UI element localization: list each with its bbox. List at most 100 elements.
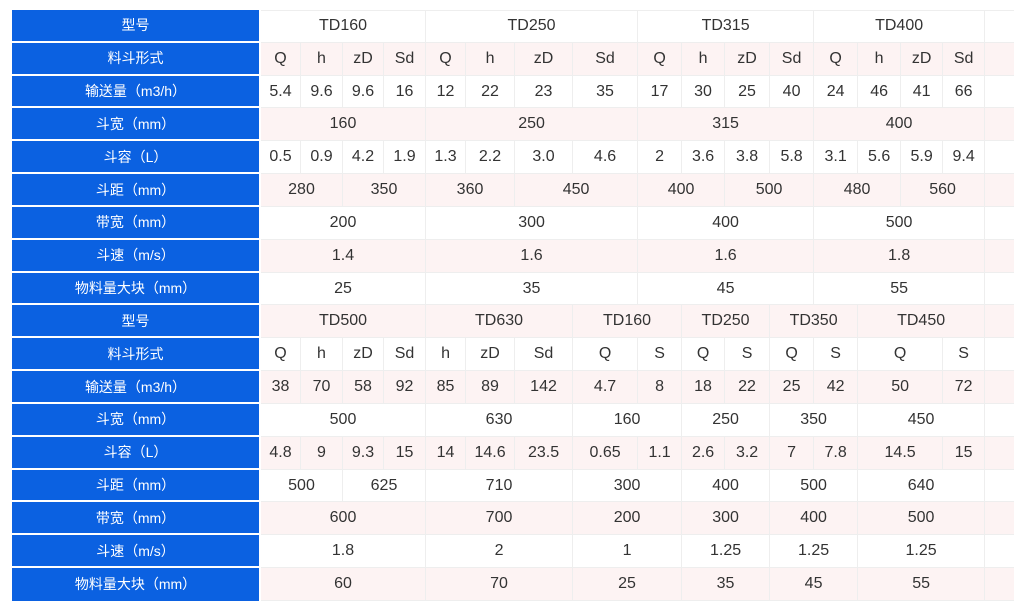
data-cell: 1.1 bbox=[638, 436, 683, 470]
data-cell: h bbox=[426, 338, 467, 372]
data-cell: zD bbox=[901, 42, 944, 76]
table-row: 物料量大块（mm） 25 35 45 55 bbox=[12, 272, 1014, 306]
data-cell: 4.8 bbox=[261, 436, 301, 470]
data-cell: 35 bbox=[573, 75, 639, 109]
data-cell: 500 bbox=[858, 502, 986, 536]
data-cell: 4.2 bbox=[343, 141, 384, 175]
data-cell: 3.8 bbox=[725, 141, 771, 175]
data-cell: TD400 bbox=[814, 10, 986, 43]
data-cell: 40 bbox=[770, 75, 815, 109]
overflow-cell bbox=[985, 272, 1014, 306]
data-cell: Q bbox=[573, 338, 639, 372]
data-cell: 24 bbox=[814, 75, 859, 109]
data-cell: zD bbox=[466, 338, 516, 372]
table-row: 斗容（L） 4.8 9 9.3 15 14 14.6 23.5 0.65 1.1 2.6 3.2 7 7.… bbox=[12, 436, 1014, 470]
data-cell: 7 bbox=[770, 436, 815, 470]
data-cell: Sd bbox=[573, 42, 639, 76]
data-cell: 200 bbox=[573, 502, 683, 536]
data-cell: 500 bbox=[770, 469, 859, 503]
data-cell: 2.6 bbox=[682, 436, 726, 470]
data-cell: 15 bbox=[943, 436, 986, 470]
data-cell: 1.3 bbox=[426, 141, 467, 175]
data-cell: 640 bbox=[858, 469, 986, 503]
data-cell: 16 bbox=[384, 75, 427, 109]
table-row: 斗距（mm） 280 350 360 450 400 500 480 560 bbox=[12, 174, 1014, 207]
data-cell: 9.3 bbox=[343, 436, 384, 470]
table-row: 带宽（mm） 600 700 200 300 400 500 bbox=[12, 502, 1014, 536]
data-cell: 450 bbox=[515, 174, 639, 207]
overflow-cell bbox=[985, 502, 1014, 536]
data-cell: 625 bbox=[343, 469, 427, 503]
data-cell: h bbox=[858, 42, 902, 76]
data-cell: 360 bbox=[426, 174, 516, 207]
data-cell: 35 bbox=[426, 272, 639, 306]
row-header-cell: 型号 bbox=[12, 305, 261, 339]
data-cell: 1.9 bbox=[384, 141, 427, 175]
data-cell: 4.7 bbox=[573, 371, 639, 404]
data-cell: 42 bbox=[814, 371, 859, 404]
data-cell: S bbox=[638, 338, 683, 372]
row-header-cell: 斗容（L） bbox=[12, 141, 261, 175]
row-header-cell: 带宽（mm） bbox=[12, 502, 261, 536]
data-cell: 35 bbox=[682, 568, 771, 601]
overflow-cell bbox=[985, 403, 1014, 437]
data-cell: 9 bbox=[301, 436, 343, 470]
data-cell: 630 bbox=[426, 403, 574, 437]
data-cell: Sd bbox=[384, 42, 427, 76]
data-cell: 1.6 bbox=[426, 239, 639, 273]
data-cell: 400 bbox=[638, 174, 726, 207]
data-cell: 600 bbox=[261, 502, 427, 536]
data-cell: 92 bbox=[384, 371, 427, 404]
data-cell: Q bbox=[426, 42, 467, 76]
data-cell: 25 bbox=[573, 568, 683, 601]
data-cell: h bbox=[682, 42, 726, 76]
data-cell: zD bbox=[725, 42, 771, 76]
overflow-cell bbox=[985, 10, 1014, 43]
row-header-cell: 斗距（mm） bbox=[12, 174, 261, 207]
data-cell: 14 bbox=[426, 436, 467, 470]
data-cell: 23 bbox=[515, 75, 574, 109]
data-cell: S bbox=[814, 338, 859, 372]
data-cell: TD160 bbox=[261, 10, 427, 43]
data-cell: 1 bbox=[573, 535, 683, 569]
data-cell: S bbox=[943, 338, 986, 372]
data-cell: 2.2 bbox=[466, 141, 516, 175]
overflow-cell bbox=[985, 469, 1014, 503]
data-cell: 1.6 bbox=[638, 239, 815, 273]
row-header-cell: 斗距（mm） bbox=[12, 469, 261, 503]
data-cell: 25 bbox=[725, 75, 771, 109]
data-cell: 55 bbox=[814, 272, 986, 306]
data-cell: 3.0 bbox=[515, 141, 574, 175]
data-cell: 23.5 bbox=[515, 436, 574, 470]
row-header-cell: 带宽（mm） bbox=[12, 206, 261, 240]
data-cell: 280 bbox=[261, 174, 343, 207]
overflow-cell bbox=[985, 535, 1014, 569]
data-cell: 400 bbox=[682, 469, 771, 503]
data-cell: 200 bbox=[261, 206, 427, 240]
data-cell: 5.6 bbox=[858, 141, 902, 175]
row-header-cell: 输送量（m3/h） bbox=[12, 75, 261, 109]
data-cell: zD bbox=[343, 42, 384, 76]
data-cell: TD500 bbox=[261, 305, 427, 339]
data-cell: TD630 bbox=[426, 305, 574, 339]
data-cell: 480 bbox=[814, 174, 902, 207]
data-cell: 50 bbox=[858, 371, 944, 404]
row-header-cell: 物料量大块（mm） bbox=[12, 568, 261, 601]
data-cell: 38 bbox=[261, 371, 301, 404]
data-cell: 1.25 bbox=[858, 535, 986, 569]
data-cell: 3.6 bbox=[682, 141, 726, 175]
row-header-cell: 料斗形式 bbox=[12, 42, 261, 76]
data-cell: 3.1 bbox=[814, 141, 859, 175]
table-row: 斗宽（mm） 500 630 160 250 350 450 bbox=[12, 403, 1014, 437]
overflow-cell bbox=[985, 568, 1014, 601]
data-cell: 400 bbox=[814, 108, 986, 142]
data-cell: Sd bbox=[943, 42, 986, 76]
data-cell: 30 bbox=[682, 75, 726, 109]
data-cell: TD250 bbox=[426, 10, 639, 43]
data-cell: S bbox=[725, 338, 771, 372]
row-header-cell: 斗速（m/s） bbox=[12, 239, 261, 273]
row-header-cell: 型号 bbox=[12, 10, 261, 43]
